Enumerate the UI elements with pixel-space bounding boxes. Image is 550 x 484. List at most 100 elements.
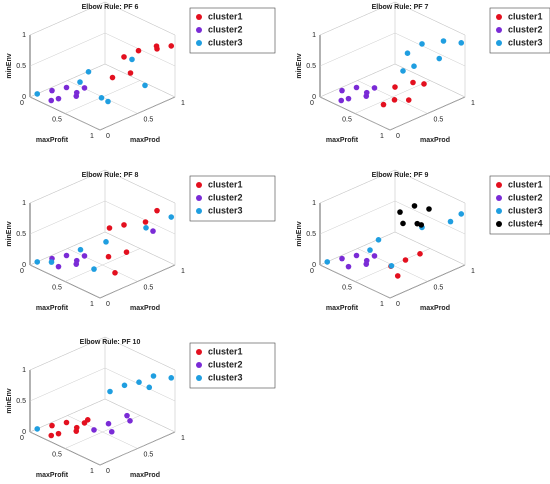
point bbox=[84, 417, 91, 423]
point bbox=[339, 255, 345, 262]
point bbox=[49, 87, 55, 94]
z-tick-label: 0.5 bbox=[306, 231, 316, 238]
point bbox=[353, 84, 360, 91]
x-tick-label: 0.5 bbox=[342, 116, 352, 123]
legend-marker bbox=[196, 362, 202, 368]
point bbox=[105, 98, 111, 105]
z-tick-label: 1 bbox=[312, 32, 316, 39]
point bbox=[55, 95, 62, 102]
grid-line bbox=[394, 1, 466, 36]
point bbox=[81, 253, 88, 259]
y-tick-label: 0.5 bbox=[144, 116, 154, 123]
z-axis-label: minEnv bbox=[6, 221, 13, 246]
point bbox=[168, 375, 175, 381]
point bbox=[353, 252, 360, 259]
point bbox=[345, 263, 352, 270]
y-tick-label: 0 bbox=[106, 301, 110, 308]
x-tick-label: 1 bbox=[380, 133, 384, 140]
point bbox=[402, 257, 409, 263]
grid-line bbox=[29, 398, 106, 433]
point bbox=[129, 56, 135, 63]
legend-label: cluster2 bbox=[508, 24, 543, 34]
point bbox=[168, 43, 175, 49]
grid-line bbox=[319, 231, 396, 266]
legend-marker bbox=[496, 14, 502, 20]
point bbox=[363, 93, 370, 99]
z-tick-label: 1 bbox=[22, 200, 26, 207]
legend-box bbox=[189, 7, 276, 54]
y-tick-label: 0 bbox=[106, 133, 110, 140]
point bbox=[394, 273, 401, 279]
point bbox=[400, 220, 406, 227]
point bbox=[81, 85, 88, 91]
grid-line bbox=[29, 63, 106, 98]
point bbox=[63, 419, 70, 426]
point bbox=[417, 251, 423, 257]
point bbox=[77, 79, 83, 85]
y-tick-label: 1 bbox=[181, 435, 185, 442]
point bbox=[124, 412, 130, 419]
point bbox=[63, 252, 70, 259]
x-tick-label: 1 bbox=[90, 301, 94, 308]
legend-box bbox=[189, 175, 276, 222]
point bbox=[392, 84, 398, 90]
point bbox=[324, 259, 331, 265]
point bbox=[414, 220, 421, 227]
point bbox=[146, 384, 153, 391]
legend-marker bbox=[496, 221, 502, 227]
legend-label: cluster3 bbox=[208, 37, 243, 47]
grid-line bbox=[104, 336, 176, 371]
point bbox=[107, 388, 113, 395]
grid-line bbox=[394, 169, 466, 204]
point bbox=[73, 428, 80, 434]
point bbox=[91, 427, 97, 433]
x-tick-label: 0 bbox=[20, 268, 24, 275]
point bbox=[48, 259, 55, 265]
point bbox=[63, 84, 70, 91]
chart-title: Elbow Rule: PF 9 bbox=[372, 172, 429, 179]
point bbox=[106, 225, 113, 231]
z-axis-label: minEnv bbox=[296, 221, 303, 246]
grid-line bbox=[104, 231, 176, 266]
point bbox=[397, 209, 403, 215]
point bbox=[108, 428, 115, 435]
legend-marker bbox=[196, 14, 202, 20]
panel: 0 0.5 1 0 0.5 1 0 0.5 1 Elbow Rule: PF 6 maxProfit… bbox=[6, 1, 276, 144]
point bbox=[426, 206, 432, 212]
grid-line bbox=[29, 264, 101, 299]
grid-line bbox=[319, 1, 396, 36]
point bbox=[135, 47, 142, 54]
point bbox=[154, 207, 160, 214]
point bbox=[421, 81, 427, 87]
point bbox=[338, 97, 345, 104]
x-tick-label: 0.5 bbox=[52, 451, 62, 458]
z-tick-label: 0.5 bbox=[16, 231, 26, 238]
legend-label: cluster3 bbox=[208, 205, 243, 215]
legend-label: cluster3 bbox=[208, 372, 243, 382]
point bbox=[367, 247, 373, 253]
point bbox=[447, 218, 454, 225]
point bbox=[127, 418, 133, 424]
point bbox=[48, 432, 55, 439]
y-tick-label: 0 bbox=[106, 468, 110, 475]
legend-marker bbox=[496, 182, 502, 188]
point bbox=[142, 219, 149, 225]
point bbox=[48, 97, 55, 104]
grid-line bbox=[29, 431, 101, 466]
x-tick-label: 0.5 bbox=[52, 284, 62, 291]
legend-box bbox=[189, 342, 276, 389]
z-tick-label: 0 bbox=[312, 94, 316, 101]
point bbox=[142, 82, 148, 89]
point bbox=[419, 41, 425, 47]
point bbox=[404, 50, 411, 56]
point bbox=[112, 270, 118, 276]
point bbox=[363, 261, 370, 267]
x-axis-label: maxProfit bbox=[326, 137, 359, 144]
grid-line bbox=[104, 200, 176, 235]
point bbox=[121, 222, 127, 228]
point bbox=[371, 253, 378, 259]
grid-line bbox=[319, 264, 391, 299]
y-tick-label: 1 bbox=[181, 268, 185, 275]
point bbox=[136, 379, 142, 386]
grid-line bbox=[394, 63, 466, 98]
